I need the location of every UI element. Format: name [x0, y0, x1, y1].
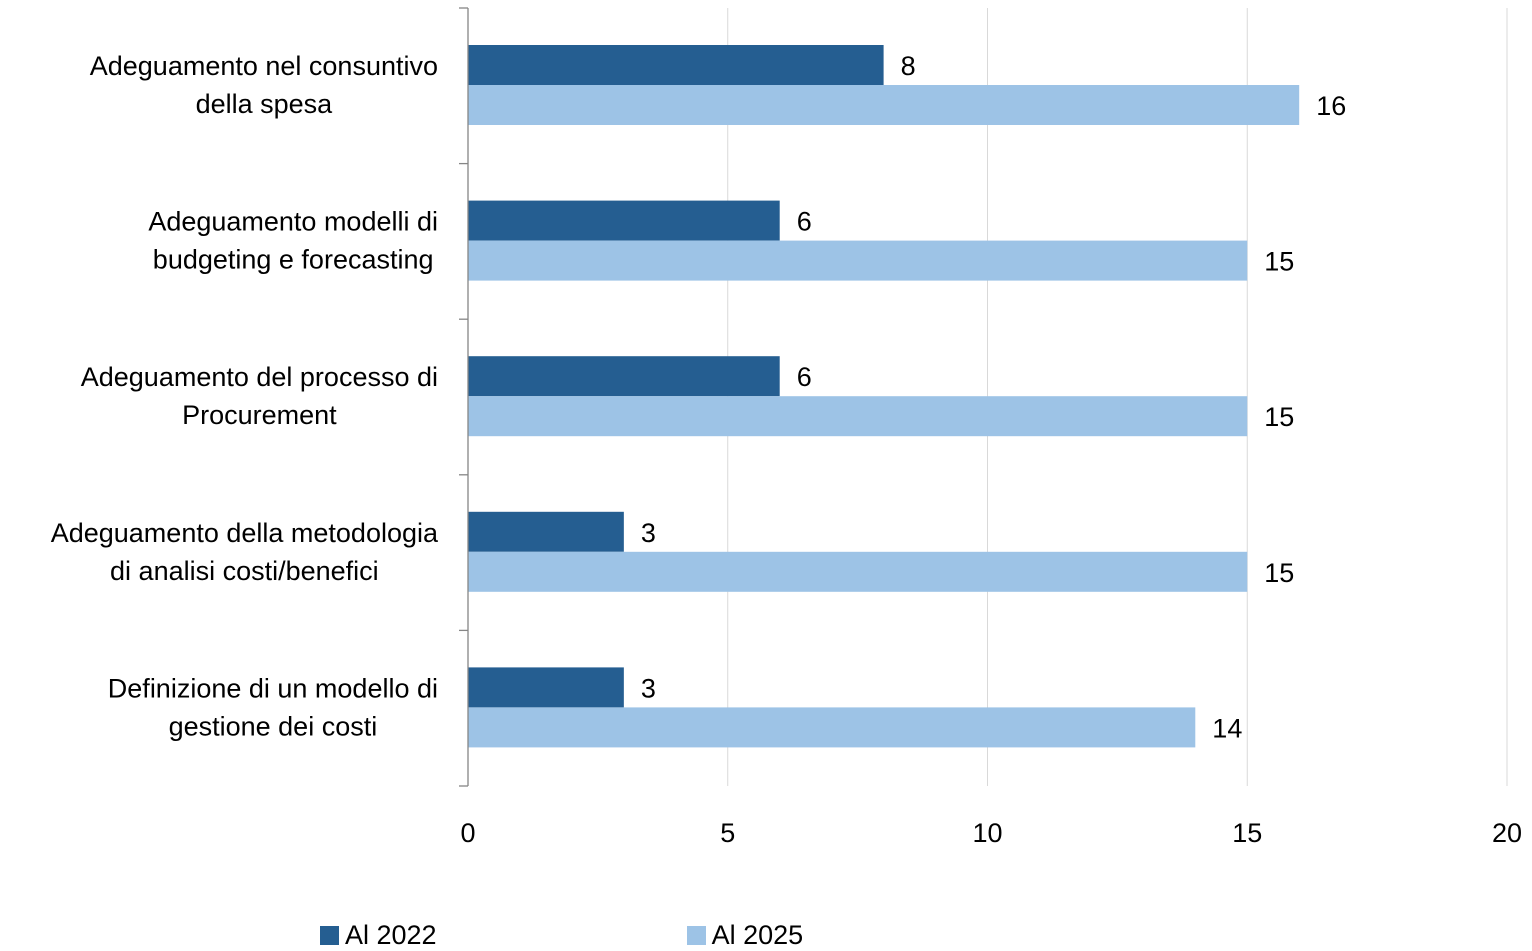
- category-axis: [459, 7, 469, 787]
- legend-swatch-al-2022: [320, 925, 339, 945]
- bar: [468, 667, 624, 708]
- data-label: 15: [1264, 558, 1294, 588]
- x-tick-labels: 0 5 10 15 20: [460, 818, 1522, 848]
- category-label-line: Adeguamento nel consuntivo: [90, 51, 438, 81]
- category-label-line: budgeting e forecasting: [153, 245, 434, 275]
- legend-swatch-al-2025: [686, 925, 706, 945]
- data-label: 16: [1316, 91, 1346, 121]
- bar: [468, 85, 1300, 125]
- category-label: Adeguamento nel consuntivo della spesa: [90, 51, 438, 119]
- bar: [468, 511, 624, 552]
- bars: [468, 45, 1300, 748]
- category-label-line: Procurement: [182, 400, 337, 430]
- data-label: 8: [901, 51, 916, 81]
- bar: [468, 551, 1248, 592]
- category-label: Adeguamento modelli di budgeting e foreca…: [148, 207, 438, 275]
- data-label: 3: [641, 518, 656, 548]
- bar: [468, 356, 780, 397]
- category-label-line: di analisi costi/benefici: [110, 556, 379, 586]
- category-label-line: Adeguamento modelli di: [148, 207, 438, 237]
- bar: [468, 200, 780, 241]
- category-label-line: Adeguamento della metodologia: [51, 518, 439, 548]
- data-label: 15: [1264, 247, 1294, 277]
- category-label: Adeguamento del processo di Procurement: [81, 362, 438, 430]
- bar: [468, 396, 1248, 437]
- x-tick-label: 5: [720, 818, 735, 848]
- legend: Al 2022 Al 2025: [320, 919, 804, 951]
- data-label: 6: [797, 207, 812, 237]
- category-label-line: gestione dei costi: [169, 711, 378, 741]
- data-labels: 8 6 6 3 3 16 15 15 15 14: [641, 51, 1346, 743]
- legend-label-al-2025: Al 2025: [711, 919, 804, 950]
- data-label: 6: [797, 362, 812, 392]
- category-label-line: Adeguamento del processo di: [81, 362, 438, 392]
- legend-item-al-2025: Al 2025: [686, 919, 804, 951]
- bar: [468, 707, 1196, 748]
- legend-label-al-2022: Al 2022: [345, 919, 437, 950]
- x-tick-label: 20: [1492, 818, 1522, 848]
- legend-item-al-2022: Al 2022: [320, 920, 437, 951]
- category-label-line: Definizione di un modello di: [108, 673, 438, 703]
- category-label-line: della spesa: [196, 89, 334, 119]
- bar: [468, 240, 1248, 281]
- bar: [468, 45, 884, 85]
- data-label: 3: [641, 673, 656, 703]
- x-tick-label: 10: [972, 818, 1002, 848]
- data-label: 15: [1264, 402, 1294, 432]
- x-tick-label: 0: [460, 818, 475, 848]
- category-label: Definizione di un modello di gestione dei…: [108, 673, 438, 741]
- data-label: 14: [1212, 713, 1242, 743]
- x-tick-label: 15: [1232, 818, 1262, 848]
- category-label: Adeguamento della metodologia di analisi …: [51, 518, 439, 586]
